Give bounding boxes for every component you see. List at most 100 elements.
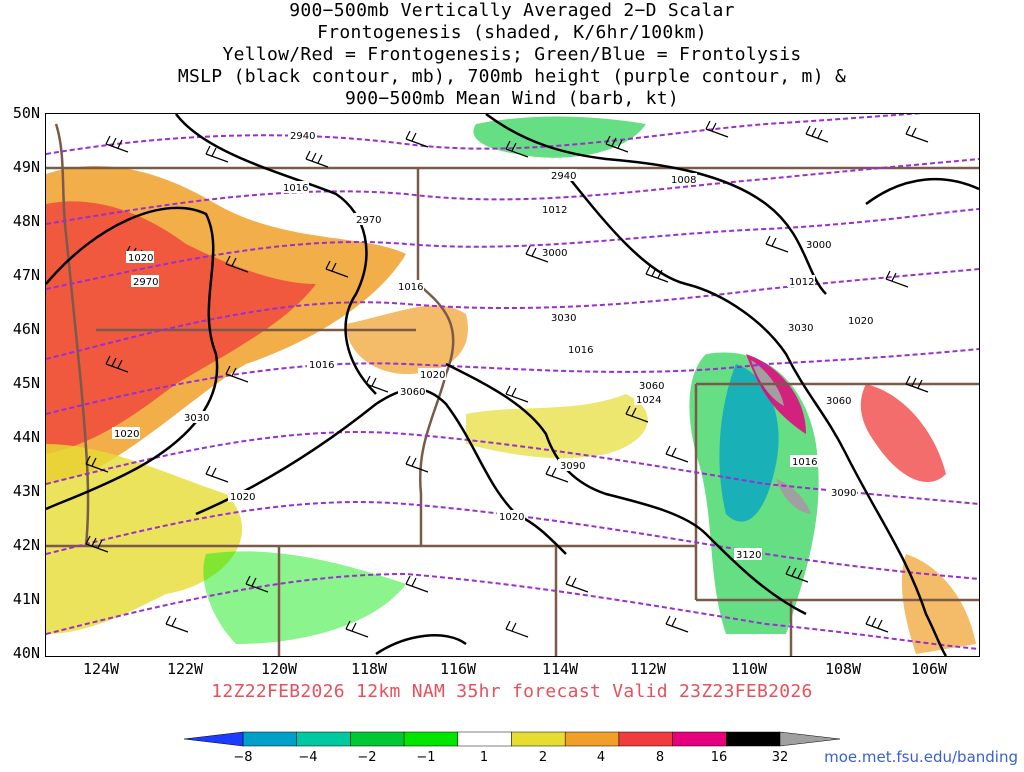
- colorbar-label: 4: [597, 750, 605, 765]
- colorbar-label: 8: [656, 750, 664, 765]
- colorbar-segment: [618, 731, 673, 747]
- colorbar-segment: [296, 731, 351, 747]
- height-label: 3060: [826, 396, 851, 407]
- colorbar-segment: [672, 731, 727, 747]
- height-contours: [46, 114, 979, 650]
- colorbar-label: −4: [298, 750, 317, 765]
- mslp-label: 1016: [568, 345, 593, 356]
- colorbar-label: 32: [772, 750, 789, 765]
- fg-region-northwest-core: [46, 201, 316, 454]
- lat-label-46n: 46N: [12, 320, 40, 338]
- lon-label-120w: 120W: [260, 660, 298, 678]
- colorbar-segment: [564, 731, 620, 747]
- map-panel: 1016 1008 1012 1020 1016 1012 1016 1020 …: [45, 113, 980, 657]
- wind-barbs: [85, 120, 929, 638]
- lat-label-40n: 40N: [12, 644, 40, 662]
- lat-label-49n: 49N: [12, 158, 40, 176]
- mslp-label: 1016: [398, 282, 423, 293]
- fg-region-southeast: [901, 554, 976, 654]
- mslp-label: 1020: [499, 512, 524, 523]
- lat-label-45n: 45N: [12, 374, 40, 392]
- colorbar-max-arrow: [779, 731, 841, 747]
- height-label: 3000: [542, 248, 567, 259]
- lat-label-47n: 47N: [12, 266, 40, 284]
- fg-region-east-blue: [719, 364, 779, 522]
- mslp-label: 1012: [789, 277, 814, 288]
- lon-label-110w: 110W: [730, 660, 768, 678]
- colorbar-segment: [350, 731, 405, 747]
- height-label: 3030: [551, 313, 576, 324]
- map-canvas: 1016 1008 1012 1020 1016 1012 1016 1020 …: [46, 114, 979, 656]
- title-line-4: MSLP (black contour, mb), 700mb height (…: [177, 66, 847, 87]
- height-label: 3060: [400, 387, 425, 398]
- mslp-label: 1020: [128, 253, 153, 264]
- lon-label-116w: 116W: [439, 660, 477, 678]
- height-label: 3030: [788, 323, 813, 334]
- title-line-2: Frontogenesis (shaded, K/6hr/100km): [317, 22, 707, 43]
- lat-label-41n: 41N: [12, 590, 40, 608]
- lon-label-108w: 108W: [824, 660, 862, 678]
- frontogenesis-shading: [46, 116, 976, 654]
- colorbar-segment: [457, 731, 512, 747]
- colorbar-labels: −8 −4 −2 −1 1 2 4 8 16 32: [233, 750, 788, 765]
- height-label: 2970: [356, 215, 381, 226]
- height-label: 3030: [184, 413, 209, 424]
- lat-label-50n: 50N: [12, 104, 40, 122]
- mslp-label: 1016: [792, 457, 817, 468]
- fg-region-far-east: [860, 384, 946, 483]
- height-label: 2940: [290, 131, 315, 142]
- mslp-label: 1020: [114, 429, 139, 440]
- colorbar-label: 1: [480, 750, 488, 765]
- mslp-label: 1012: [542, 205, 567, 216]
- lat-label-43n: 43N: [12, 482, 40, 500]
- colorbar-label: −8: [233, 750, 252, 765]
- mslp-label: 1020: [420, 370, 445, 381]
- colorbar-label: −1: [416, 750, 435, 765]
- mslp-label: 1020: [848, 316, 873, 327]
- height-label: 2940: [551, 171, 576, 182]
- colorbar: −8 −4 −2 −1 1 2 4 8 16 32: [0, 728, 1024, 768]
- colorbar-segment: [403, 731, 459, 747]
- mslp-label: 1016: [283, 183, 308, 194]
- height-label: 3090: [560, 461, 585, 472]
- fg-region-southern-yellow: [466, 394, 648, 459]
- valid-time-text: 12Z22FEB2026 12km NAM 35hr forecast Vali…: [211, 681, 813, 702]
- colorbar-segment: [726, 731, 781, 747]
- colorbar-label: −2: [357, 750, 376, 765]
- colorbar-min-arrow: [183, 731, 244, 747]
- political-borders: [46, 123, 979, 656]
- lon-label-124w: 124W: [82, 660, 120, 678]
- colorbar-segment: [511, 731, 566, 747]
- fg-region-west-yellow: [46, 444, 243, 634]
- height-label: 2970: [133, 277, 158, 288]
- mslp-label: 1016: [309, 360, 334, 371]
- fg-region-south-green: [203, 551, 406, 644]
- mslp-label: 1008: [671, 175, 696, 186]
- lon-label-122w: 122W: [166, 660, 204, 678]
- colorbar-segments: [242, 731, 781, 747]
- lon-label-118w: 118W: [350, 660, 388, 678]
- height-label: 3120: [736, 550, 761, 561]
- mslp-labels: 1016 1008 1012 1020 1016 1012 1016 1020 …: [112, 173, 874, 523]
- height-label: 3090: [831, 488, 856, 499]
- mslp-label: 1024: [636, 395, 661, 406]
- colorbar-segment: [242, 731, 297, 747]
- lon-label-106w: 106W: [910, 660, 948, 678]
- title-line-3: Yellow/Red = Frontogenesis; Green/Blue =…: [222, 44, 802, 65]
- title-line-5: 900−500mb Mean Wind (barb, kt): [344, 88, 680, 109]
- lat-label-48n: 48N: [12, 212, 40, 230]
- lat-label-44n: 44N: [12, 428, 40, 446]
- lon-label-112w: 112W: [629, 660, 667, 678]
- lon-label-114w: 114W: [541, 660, 579, 678]
- colorbar-label: 2: [539, 750, 547, 765]
- fg-region-east-gray-2: [776, 479, 811, 514]
- height-label: 3060: [639, 381, 664, 392]
- mslp-label: 1020: [230, 492, 255, 503]
- title-line-1: 900−500mb Vertically Averaged 2−D Scalar: [289, 0, 735, 21]
- height-labels: 2940 2940 2970 2970 3000 3000 3030 3030 …: [131, 129, 857, 561]
- colorbar-label: 16: [711, 750, 728, 765]
- fg-region-central: [346, 305, 468, 374]
- credit-link[interactable]: moe.met.fsu.edu/banding: [824, 748, 1018, 766]
- lat-label-42n: 42N: [12, 536, 40, 554]
- height-label: 3000: [806, 240, 831, 251]
